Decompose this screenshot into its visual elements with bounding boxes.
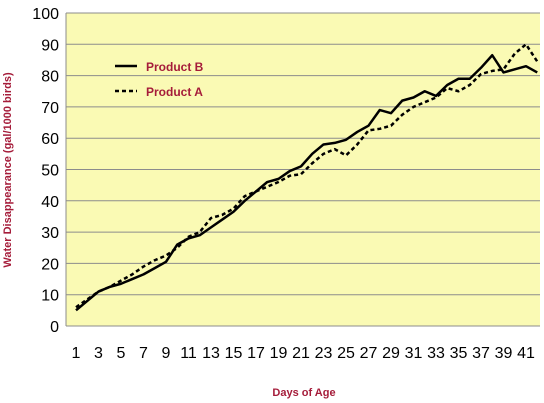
x-tick-label-7: 7 xyxy=(139,345,148,362)
series-line-product-b xyxy=(75,54,538,312)
x-tick-label-13: 13 xyxy=(202,345,220,362)
series-layer xyxy=(75,43,539,312)
legend: Product B Product A xyxy=(115,60,204,99)
x-tick-label-23: 23 xyxy=(315,345,333,362)
x-tick-label-1: 1 xyxy=(72,345,81,362)
x-tick-label-35: 35 xyxy=(450,345,468,362)
x-tick-label-37: 37 xyxy=(472,345,490,362)
x-tick-label-39: 39 xyxy=(495,345,513,362)
y-tick-label-20: 20 xyxy=(41,256,59,273)
y-tick-label-70: 70 xyxy=(41,100,59,117)
x-axis-title: Days of Age xyxy=(272,387,335,399)
x-tick-label-15: 15 xyxy=(225,345,243,362)
y-tick-label-50: 50 xyxy=(41,163,59,180)
x-tick-label-5: 5 xyxy=(117,345,126,362)
y-tick-label-80: 80 xyxy=(41,69,59,86)
x-tick-label-33: 33 xyxy=(427,345,445,362)
y-axis-title: Water Disappearance (gal/1000 birds) xyxy=(2,72,14,268)
legend-label-product-a: Product A xyxy=(146,85,203,99)
grid-lines xyxy=(66,12,540,296)
x-tick-label-29: 29 xyxy=(382,345,400,362)
x-tick-label-27: 27 xyxy=(360,345,378,362)
x-tick-label-17: 17 xyxy=(247,345,265,362)
y-tick-label-0: 0 xyxy=(50,319,59,336)
x-tick-label-31: 31 xyxy=(405,345,423,362)
series-line-product-a xyxy=(75,43,539,309)
x-tick-label-21: 21 xyxy=(292,345,310,362)
legend-label-product-b: Product B xyxy=(146,60,204,74)
y-tick-label-30: 30 xyxy=(41,225,59,242)
x-tick-label-41: 41 xyxy=(517,345,535,362)
x-tick-label-3: 3 xyxy=(94,345,103,362)
x-tick-label-19: 19 xyxy=(270,345,288,362)
x-tick-label-25: 25 xyxy=(337,345,355,362)
y-tick-label-40: 40 xyxy=(41,194,59,211)
y-tick-label-10: 10 xyxy=(41,288,59,305)
y-tick-label-60: 60 xyxy=(41,131,59,148)
x-tick-label-11: 11 xyxy=(180,345,197,362)
x-tick-label-9: 9 xyxy=(162,345,171,362)
axes xyxy=(65,13,540,327)
y-tick-label-90: 90 xyxy=(41,37,59,54)
y-tick-label-100: 100 xyxy=(32,6,59,23)
